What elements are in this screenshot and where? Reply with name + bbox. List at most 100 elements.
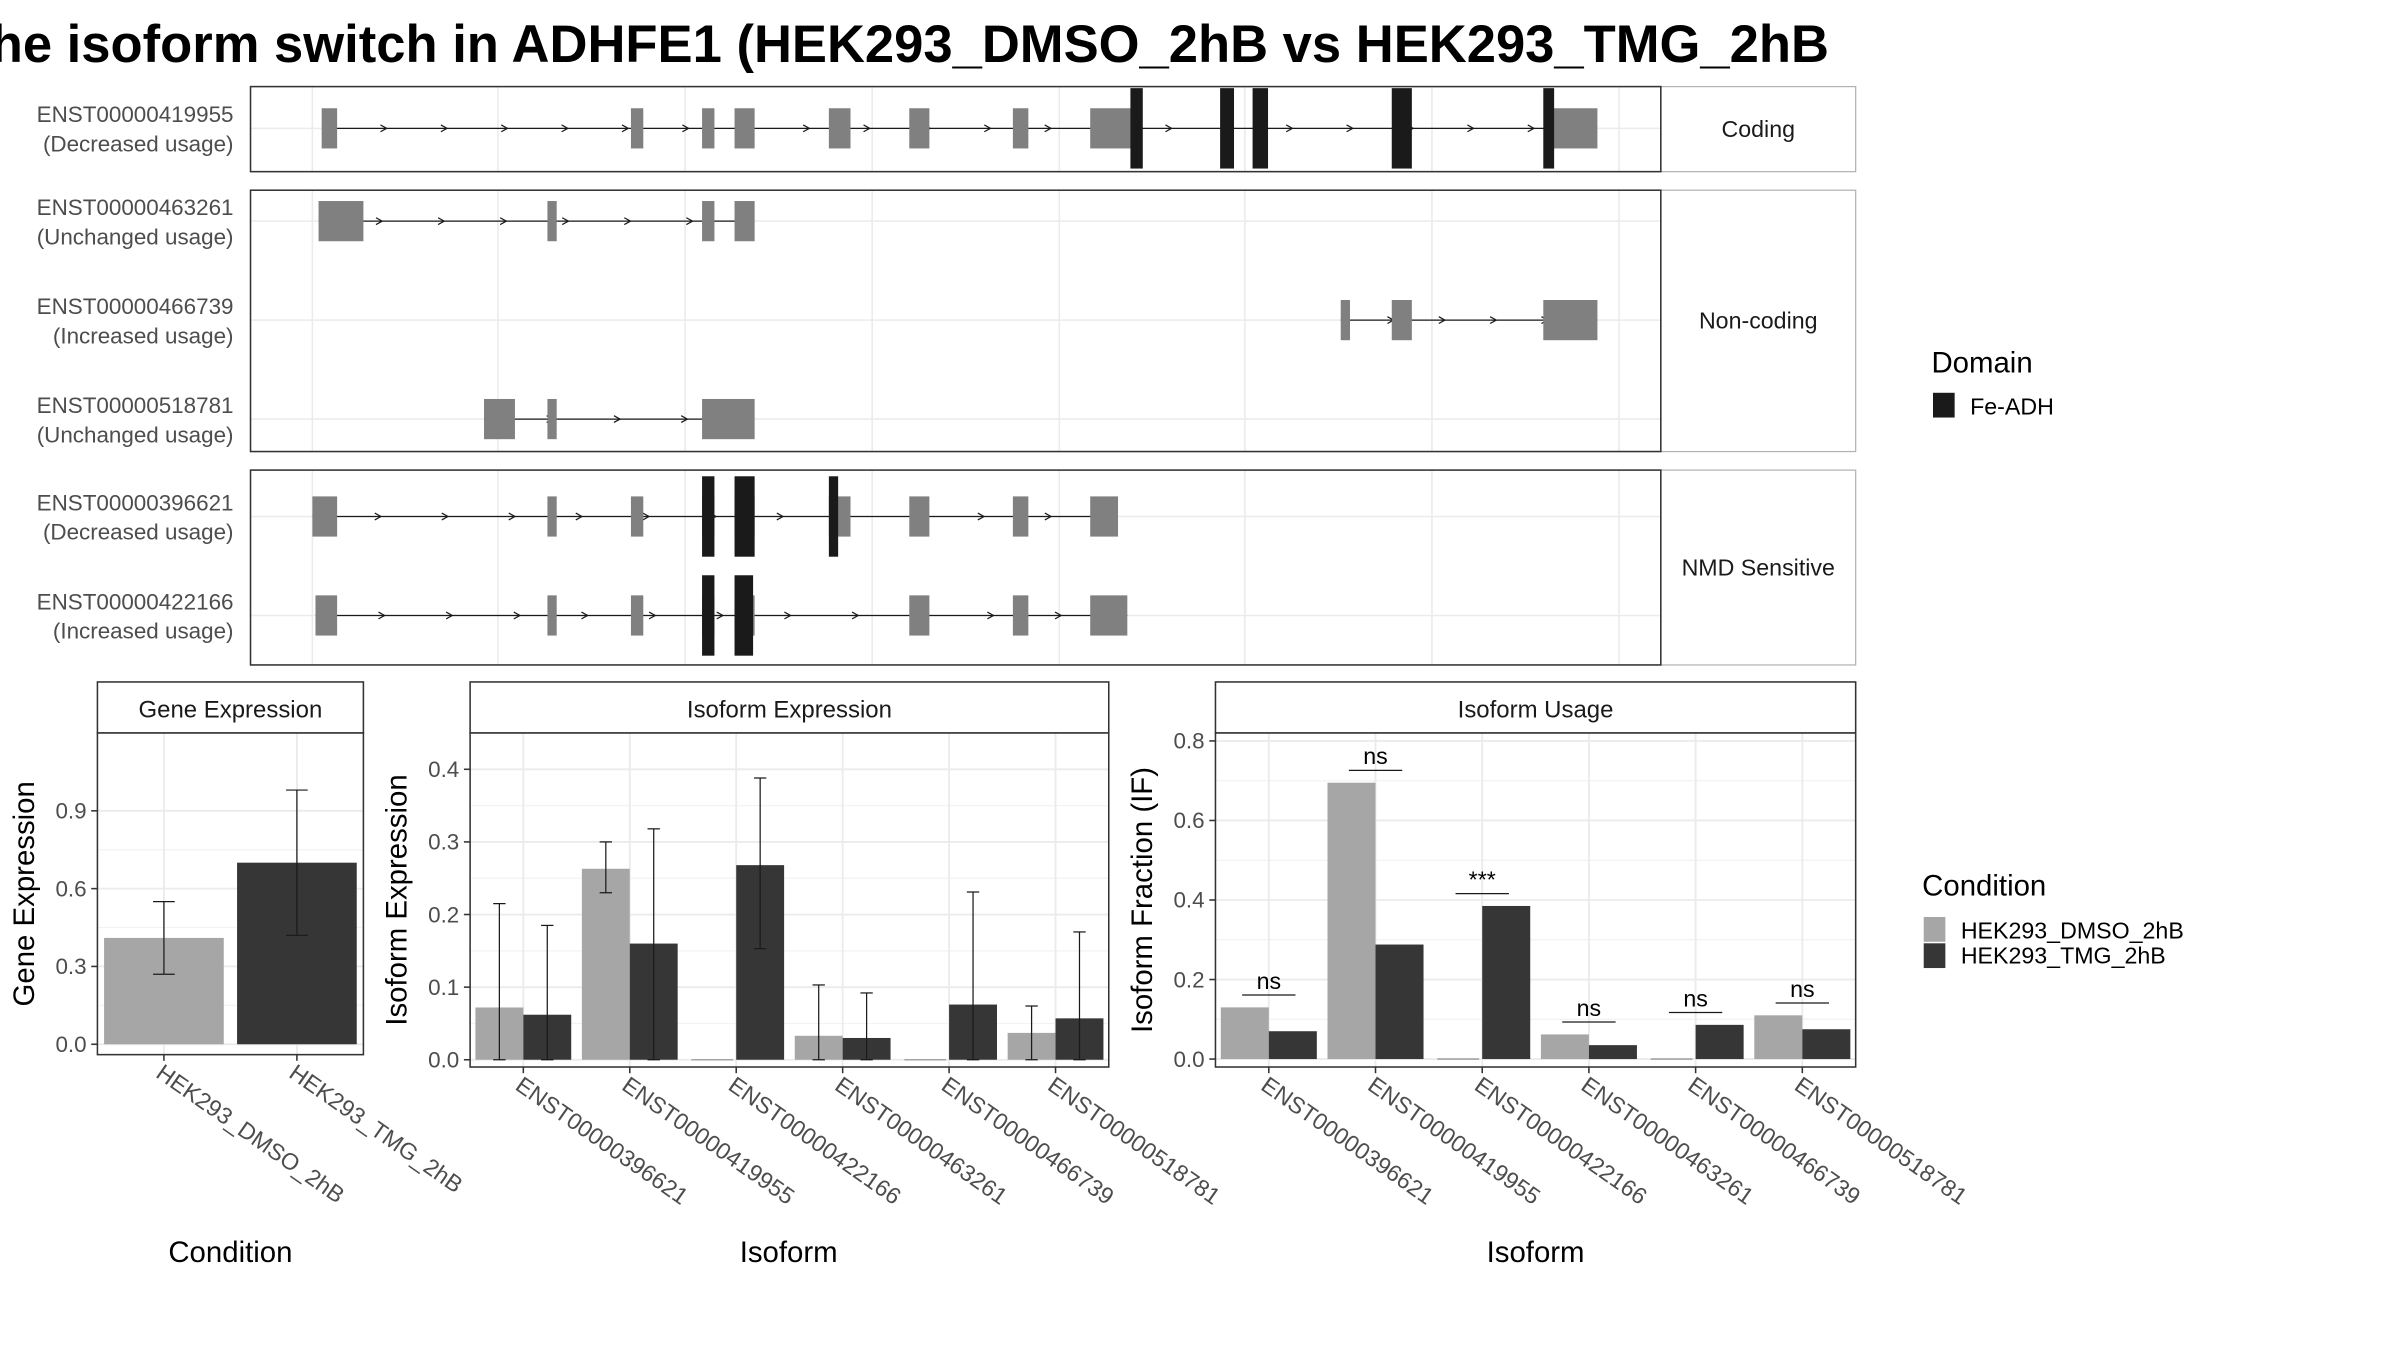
expression-panels: Gene Expression0.00.30.60.9HEK293_DMSO_2… bbox=[8, 681, 1972, 1269]
direction-arrow bbox=[802, 124, 811, 133]
fe-adh-domain bbox=[1391, 88, 1412, 169]
y-tick-label: 0.2 bbox=[1173, 967, 1204, 992]
x-tick-label: ENST00000518781 bbox=[1790, 1071, 1972, 1209]
direction-arrow bbox=[1467, 124, 1475, 133]
exon bbox=[630, 496, 644, 537]
bar bbox=[1482, 905, 1531, 1060]
direction-arrow bbox=[508, 512, 517, 521]
y-axis-title: Gene Expression bbox=[8, 781, 41, 1006]
x-axis-title: Isoform bbox=[740, 1236, 838, 1269]
y-tick-label: 0.2 bbox=[428, 902, 459, 927]
direction-arrow bbox=[561, 217, 570, 226]
facet-strip bbox=[96, 681, 365, 734]
facet-strip-label: Coding bbox=[1722, 116, 1795, 142]
x-axis-title: Condition bbox=[168, 1236, 292, 1269]
exon bbox=[1543, 300, 1598, 341]
exon bbox=[702, 398, 755, 440]
exon bbox=[547, 496, 557, 537]
direction-arrow bbox=[1165, 124, 1173, 133]
structure-group-2: NMD Sensitive ENST00000396621 (Decreased u… bbox=[37, 469, 1857, 666]
direction-arrow bbox=[374, 512, 383, 521]
isoform-usage-label: (Unchanged usage) bbox=[37, 224, 234, 249]
isoform-usage-label: (Increased usage) bbox=[53, 323, 234, 348]
bar bbox=[1540, 1034, 1589, 1060]
direction-arrow bbox=[441, 512, 450, 521]
exon bbox=[312, 496, 338, 537]
fe-adh-domain bbox=[734, 476, 755, 557]
bar bbox=[1375, 944, 1424, 1060]
facet-strip bbox=[1214, 681, 1857, 734]
direction-arrow bbox=[863, 124, 872, 133]
facet-strip-label: Gene Expression bbox=[139, 697, 323, 724]
exon bbox=[734, 108, 755, 149]
direction-arrow bbox=[648, 611, 657, 620]
y-axis-title: Isoform Fraction (IF) bbox=[1126, 767, 1159, 1033]
fe-adh-domain bbox=[1220, 88, 1235, 169]
structure-panel-bg bbox=[250, 470, 1661, 665]
bar bbox=[1802, 1029, 1851, 1060]
bar bbox=[1695, 1024, 1744, 1060]
direction-arrow bbox=[624, 217, 632, 226]
isoform-track: ENST00000466739 (Increased usage) bbox=[37, 294, 1598, 348]
isoform-id-label: ENST00000463261 bbox=[37, 195, 234, 220]
structure-group-1: Non-coding ENST00000463261 (Unchanged usag… bbox=[37, 189, 1857, 453]
facet-strip-label: Isoform Expression bbox=[687, 697, 892, 724]
exon bbox=[547, 398, 557, 440]
y-tick-label: 0.1 bbox=[428, 975, 459, 1000]
y-tick-label: 0.3 bbox=[55, 954, 86, 979]
isoform-usage-label: (Decreased usage) bbox=[43, 520, 234, 545]
domain-legend-title: Domain bbox=[1931, 347, 2032, 380]
exon bbox=[1090, 496, 1119, 537]
y-tick-label: 0.3 bbox=[428, 830, 459, 855]
fe-adh-domain bbox=[702, 476, 715, 557]
exon bbox=[1090, 595, 1128, 636]
y-tick-label: 0.0 bbox=[55, 1032, 86, 1057]
legends: Domain Fe-ADH Condition HEK293_DMSO_2hBHEK2… bbox=[1922, 347, 2184, 969]
x-tick-label: ENST00000518781 bbox=[1043, 1071, 1225, 1209]
significance-label: *** bbox=[1469, 866, 1496, 892]
isoform-track: ENST00000396621 (Decreased usage) bbox=[37, 476, 1119, 557]
significance-label: ns bbox=[1683, 985, 1708, 1011]
exon bbox=[1012, 108, 1029, 149]
direction-arrow bbox=[499, 217, 508, 226]
isoform-usage-label: (Decreased usage) bbox=[43, 132, 234, 157]
isoform-usage-label: (Unchanged usage) bbox=[37, 422, 234, 447]
exon bbox=[321, 108, 338, 149]
bar bbox=[581, 868, 630, 1060]
exon bbox=[1552, 108, 1598, 149]
bar bbox=[1220, 1007, 1269, 1060]
x-tick-label: ENST00000422166 bbox=[724, 1071, 906, 1209]
direction-arrow bbox=[621, 124, 630, 133]
x-tick-label: ENST00000419955 bbox=[618, 1071, 800, 1209]
isoform-expression-panel: Isoform Expression 0.0 0.1 0.2 0.3 0.4 ENST000… bbox=[381, 681, 1225, 1269]
isoform-id-label: ENST00000419955 bbox=[37, 102, 234, 127]
gene-structure-panel: Coding ENST00000419955 (Decreased usage) No… bbox=[37, 85, 1857, 666]
exon bbox=[1012, 595, 1029, 636]
fe-adh-domain bbox=[1130, 88, 1143, 169]
direction-arrow bbox=[500, 124, 509, 133]
exon bbox=[630, 595, 644, 636]
isoform-id-label: ENST00000422166 bbox=[37, 589, 234, 614]
y-tick-label: 0.9 bbox=[55, 799, 86, 824]
significance-label: ns bbox=[1577, 995, 1602, 1021]
direction-arrow bbox=[984, 124, 992, 133]
x-tick-label: ENST00000419955 bbox=[1363, 1071, 1545, 1209]
y-axis-title: Isoform Expression bbox=[381, 774, 414, 1025]
direction-arrow bbox=[987, 611, 995, 620]
direction-arrow bbox=[977, 512, 986, 521]
y-tick-label: 0.6 bbox=[1173, 808, 1204, 833]
exon bbox=[734, 201, 755, 242]
direction-arrow bbox=[1489, 316, 1498, 325]
direction-arrow bbox=[437, 217, 446, 226]
condition-legend-key-tmg bbox=[1923, 943, 1946, 969]
exon bbox=[909, 496, 930, 537]
exon bbox=[828, 108, 851, 149]
direction-arrow bbox=[716, 611, 725, 620]
exon bbox=[1391, 300, 1412, 341]
plot-border bbox=[96, 732, 365, 1056]
direction-arrow bbox=[581, 611, 589, 620]
x-tick-label: ENST00000396621 bbox=[511, 1071, 693, 1209]
condition-legend-label: HEK293_TMG_2hB bbox=[1961, 942, 2166, 968]
direction-arrow bbox=[1285, 124, 1294, 133]
direction-arrow bbox=[1044, 512, 1053, 521]
